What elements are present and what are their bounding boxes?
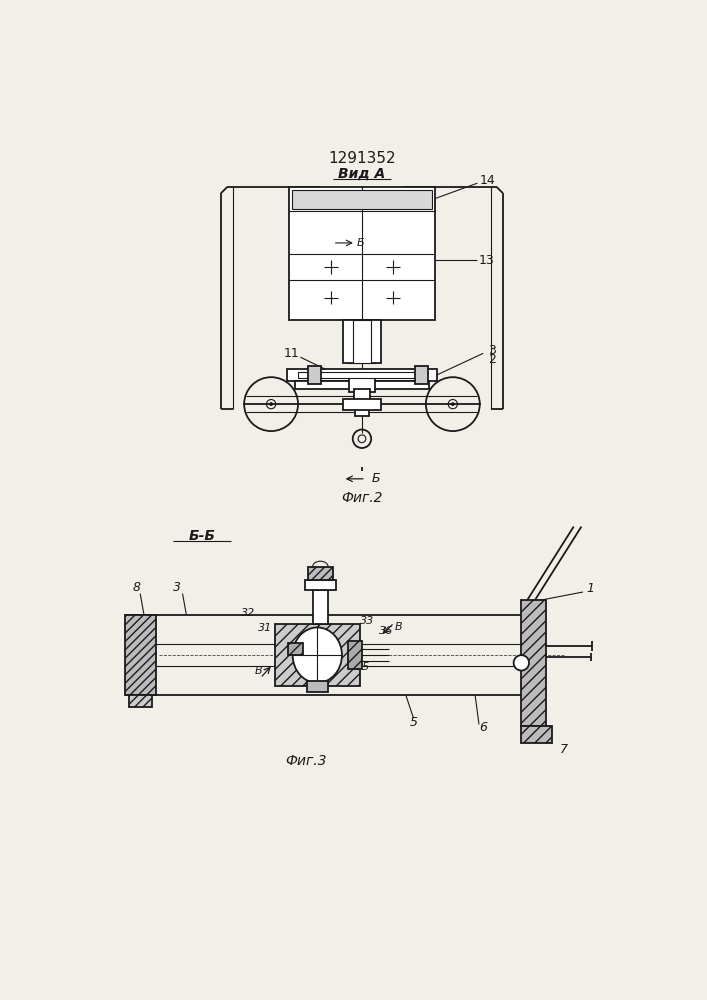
Bar xyxy=(129,695,152,707)
Text: 6: 6 xyxy=(479,721,487,734)
Text: Фиг.2: Фиг.2 xyxy=(341,491,382,505)
Bar xyxy=(275,624,360,686)
Bar xyxy=(308,366,321,384)
Bar xyxy=(354,389,370,404)
Bar xyxy=(288,187,435,320)
Text: В: В xyxy=(395,622,402,632)
Text: 1291352: 1291352 xyxy=(328,151,396,166)
Text: Б-Б: Б-Б xyxy=(188,529,216,543)
Text: 11: 11 xyxy=(284,347,299,360)
Circle shape xyxy=(269,403,273,406)
Text: 36: 36 xyxy=(380,626,394,636)
Ellipse shape xyxy=(293,627,342,683)
Bar xyxy=(521,726,552,743)
Text: Вид А: Вид А xyxy=(339,167,385,181)
Bar xyxy=(416,366,428,384)
Text: Б: Б xyxy=(356,238,364,248)
Bar xyxy=(298,372,426,378)
Text: В: В xyxy=(255,666,262,676)
Text: 3: 3 xyxy=(489,344,496,357)
Text: 3: 3 xyxy=(173,581,181,594)
Text: 13: 13 xyxy=(479,254,495,267)
Circle shape xyxy=(514,655,529,671)
Text: 14: 14 xyxy=(479,174,496,187)
Text: 1: 1 xyxy=(587,582,595,595)
Circle shape xyxy=(451,403,455,406)
Text: 2: 2 xyxy=(489,353,496,366)
Text: 8: 8 xyxy=(132,581,141,594)
Text: 31: 31 xyxy=(258,623,272,633)
Text: 5: 5 xyxy=(409,716,418,729)
Bar xyxy=(348,641,362,669)
Bar xyxy=(307,681,328,692)
Text: 35: 35 xyxy=(356,662,370,672)
Bar xyxy=(312,590,328,624)
Text: 32: 32 xyxy=(241,608,255,618)
Bar xyxy=(343,320,381,363)
Bar xyxy=(353,320,371,363)
Text: 33: 33 xyxy=(361,615,375,626)
Bar xyxy=(343,399,381,410)
Bar xyxy=(521,600,546,726)
Bar xyxy=(349,376,375,392)
Bar xyxy=(288,643,303,655)
Bar xyxy=(292,190,432,209)
Text: Б: Б xyxy=(371,472,380,485)
Bar xyxy=(287,369,437,381)
Text: 7: 7 xyxy=(560,743,568,756)
Text: 34: 34 xyxy=(320,568,334,578)
Text: Фиг.3: Фиг.3 xyxy=(285,754,327,768)
Bar xyxy=(308,567,333,580)
Bar xyxy=(295,381,429,389)
Bar xyxy=(125,615,156,695)
Bar xyxy=(355,409,369,416)
Bar xyxy=(305,580,336,590)
